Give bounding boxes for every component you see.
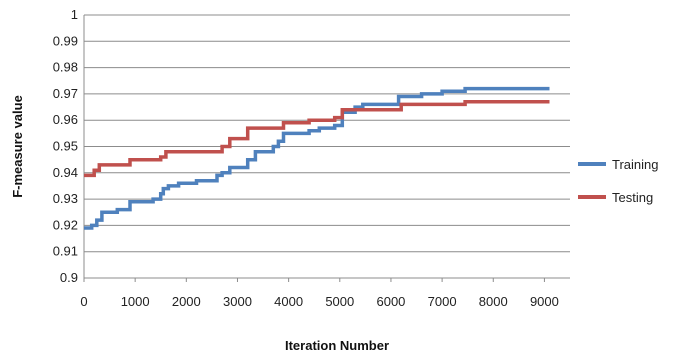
x-tick-label: 1000	[121, 294, 150, 309]
y-tick-labels: 0.9 0.91 0.92 0.93 0.94 0.95 0.96 0.97 0.98 0.99 1	[53, 7, 78, 285]
y-tick-label: 0.92	[53, 217, 78, 232]
y-tick-label: 0.99	[53, 33, 78, 48]
y-tick-label: 0.98	[53, 60, 78, 75]
legend: Training Testing	[578, 157, 658, 205]
series-line-training	[84, 86, 550, 230]
y-axis-label: F-measure value	[10, 95, 25, 198]
series-line-testing	[84, 100, 550, 178]
legend-label-training: Training	[612, 157, 658, 172]
x-tick-label: 0	[80, 294, 87, 309]
gridlines	[84, 14, 570, 253]
x-tick-label: 8000	[479, 294, 508, 309]
y-tick-label: 1	[71, 7, 78, 22]
y-tick-label: 0.97	[53, 86, 78, 101]
x-tick-label: 6000	[376, 294, 405, 309]
series-lines	[84, 86, 550, 230]
legend-label-testing: Testing	[612, 190, 653, 205]
x-tick-label: 2000	[172, 294, 201, 309]
y-tick-label: 0.91	[53, 244, 78, 259]
x-axis-label: Iteration Number	[285, 338, 389, 353]
x-tick-label: 3000	[223, 294, 252, 309]
x-tick-label: 5000	[325, 294, 354, 309]
x-tick-label: 9000	[530, 294, 559, 309]
x-tick-label: 4000	[274, 294, 303, 309]
y-tick-label: 0.9	[60, 270, 78, 285]
axes	[83, 15, 570, 282]
x-tick-label: 7000	[428, 294, 457, 309]
y-tick-label: 0.96	[53, 112, 78, 127]
y-tick-label: 0.93	[53, 191, 78, 206]
y-tick-label: 0.94	[53, 165, 78, 180]
y-tick-label: 0.95	[53, 139, 78, 154]
x-tick-labels: 0 1000 2000 3000 4000 5000 6000 7000 8000 9000	[80, 294, 558, 309]
